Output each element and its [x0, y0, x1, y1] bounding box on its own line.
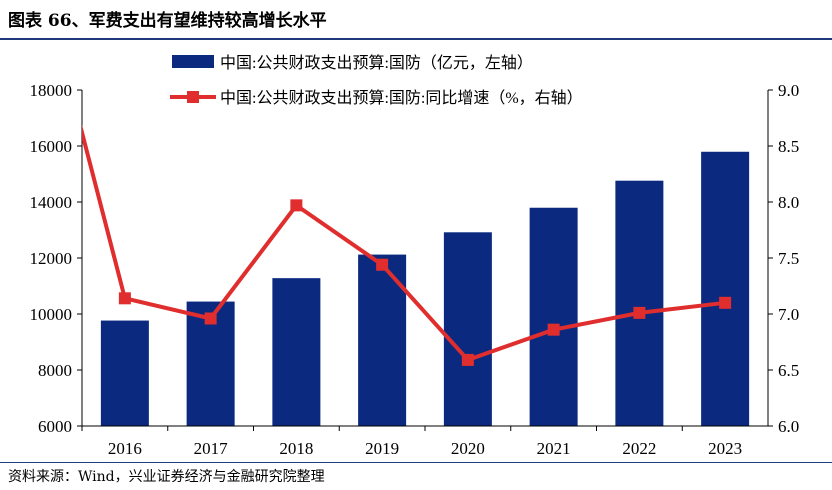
right-tick-label: 8.0: [778, 193, 799, 212]
bar-2018: [272, 278, 321, 426]
right-tick-label: 8.5: [778, 137, 799, 156]
right-tick-label: 6.5: [778, 361, 799, 380]
title-divider: [0, 38, 832, 40]
growth-marker-2017: [204, 312, 217, 325]
bar-2022: [615, 180, 664, 426]
x-tick-label: 2018: [279, 439, 313, 458]
bar-2021: [529, 207, 578, 426]
x-tick-label: 2022: [622, 439, 656, 458]
left-tick-label: 16000: [30, 137, 73, 156]
right-tick-label: 9.0: [778, 81, 799, 100]
legend-line-label: 中国:公共财政支出预算:国防:同比增速（%，右轴）: [220, 88, 583, 107]
left-tick-label: 18000: [30, 81, 73, 100]
left-tick-label: 10000: [30, 305, 73, 324]
x-tick-label: 2016: [108, 439, 142, 458]
bar-2023: [701, 151, 750, 426]
growth-marker-2018: [290, 199, 303, 212]
left-tick-label: 14000: [30, 193, 73, 212]
growth-marker-2020: [461, 353, 474, 366]
bar-2016: [100, 320, 149, 426]
legend-bar-swatch: [172, 55, 214, 68]
x-tick-label: 2023: [708, 439, 742, 458]
growth-marker-2016: [118, 292, 131, 305]
right-tick-label: 7.5: [778, 249, 799, 268]
x-tick-label: 2020: [451, 439, 485, 458]
x-tick-label: 2021: [537, 439, 571, 458]
left-tick-label: 8000: [38, 361, 72, 380]
left-tick-label: 12000: [30, 249, 73, 268]
left-tick-label: 6000: [38, 417, 72, 436]
right-tick-label: 7.0: [778, 305, 799, 324]
source-note: 资料来源：Wind，兴业证券经济与金融研究院整理: [8, 469, 325, 485]
growth-marker-2019: [376, 258, 389, 271]
legend-bar-label: 中国:公共财政支出预算:国防（亿元，左轴）: [220, 53, 533, 72]
growth-marker-2022: [633, 306, 646, 319]
growth-marker-2021: [547, 323, 560, 336]
source-divider: [0, 462, 832, 463]
figure-title: 图表 66、军费支出有望维持较高增长水平: [8, 11, 327, 31]
x-tick-label: 2017: [194, 439, 229, 458]
legend-line-marker: [187, 91, 199, 103]
x-tick-label: 2019: [365, 439, 399, 458]
growth-marker-2023: [719, 296, 732, 309]
chart: 6000 8000 10000 12000 14000 16000 18000 6.0 6.5 7…: [30, 53, 800, 458]
right-tick-label: 6.0: [778, 417, 799, 436]
bar-2020: [443, 232, 492, 426]
bar-2019: [358, 254, 407, 426]
